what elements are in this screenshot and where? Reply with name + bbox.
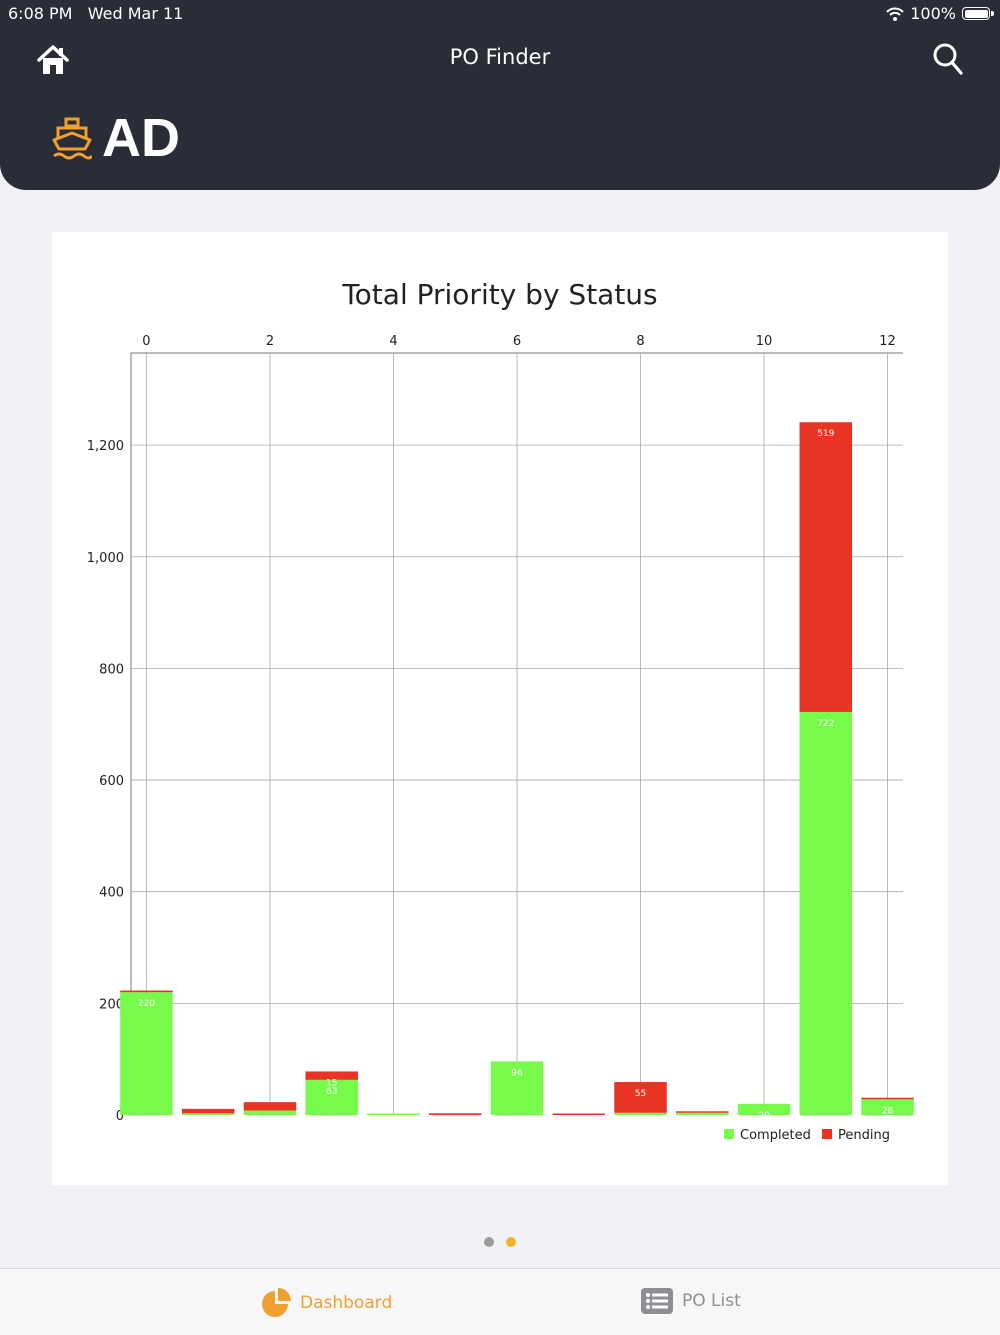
legend-swatch-completed — [724, 1129, 734, 1139]
home-icon[interactable] — [35, 42, 71, 78]
bar-completed-10 — [737, 1103, 791, 1115]
bar-pending-1 — [181, 1108, 235, 1114]
wifi-icon — [886, 7, 904, 21]
tab-bar: Dashboard PO List — [0, 1268, 1000, 1335]
pie-chart-icon — [262, 1288, 291, 1317]
x-tick-label: 0 — [142, 334, 150, 349]
page-title: PO Finder — [449, 45, 551, 69]
bar-pending-8 — [614, 1082, 667, 1113]
y-tick-label: 200 — [99, 997, 124, 1012]
status-time: 6:08 PM — [8, 4, 73, 23]
brand: AD — [52, 108, 180, 168]
legend-swatch-pending — [822, 1129, 832, 1139]
bar-pending-3 — [305, 1071, 358, 1080]
search-icon[interactable] — [932, 42, 964, 76]
bar-completed-11 — [799, 711, 853, 1115]
chart-card: Total Priority by Status 0 2 4 6 8 10 12 0 200 40… — [52, 232, 948, 1185]
x-tick-label: 8 — [636, 334, 644, 349]
page-indicator[interactable] — [0, 1237, 1000, 1247]
bar-completed-8 — [614, 1112, 667, 1115]
data-label: 96 — [511, 1068, 523, 1078]
bar-completed-12 — [861, 1099, 914, 1115]
data-label: 722 — [817, 719, 834, 729]
status-bar-right: 100% — [886, 4, 994, 23]
tab-po-list-label: PO List — [682, 1291, 741, 1311]
bar-pending-5 — [428, 1113, 482, 1115]
data-label: 519 — [817, 429, 834, 439]
chart-title: Total Priority by Status — [341, 278, 657, 311]
brand-label: AD — [102, 108, 180, 168]
data-label: 12 — [264, 1118, 275, 1128]
battery-icon — [962, 7, 994, 20]
tab-dashboard-label: Dashboard — [300, 1293, 393, 1313]
y-tick-label: 1,000 — [87, 551, 124, 566]
status-bar-left: 6:08 PM Wed Mar 11 — [8, 4, 183, 23]
stacked-bar-chart: Total Priority by Status 0 2 4 6 8 10 12 0 200 40… — [87, 278, 914, 1143]
list-icon — [641, 1288, 673, 1314]
data-label: 15 — [326, 1078, 337, 1088]
y-tick-label: 0 — [116, 1109, 124, 1124]
x-tick-label: 6 — [513, 334, 521, 349]
bar-pending-2 — [243, 1102, 297, 1111]
y-tick-label: 400 — [99, 886, 124, 901]
bar-completed-4 — [367, 1113, 420, 1115]
data-label: 55 — [635, 1089, 646, 1099]
status-date: Wed Mar 11 — [87, 4, 184, 23]
tab-dashboard[interactable]: Dashboard — [260, 1287, 392, 1319]
data-label: 28 — [882, 1106, 894, 1116]
ship-icon — [52, 117, 92, 160]
bar-pending-0 — [120, 990, 173, 993]
bar-pending-9 — [676, 1111, 729, 1113]
y-tick-label: 600 — [99, 774, 124, 789]
bar-completed-0 — [120, 992, 173, 1115]
page-dot-1[interactable] — [484, 1237, 494, 1247]
page-dot-2[interactable] — [506, 1237, 516, 1247]
y-tick-label: 800 — [99, 662, 124, 677]
bar-pending-12 — [861, 1097, 914, 1100]
battery-percent: 100% — [910, 4, 956, 23]
x-tick-label: 4 — [389, 334, 397, 349]
legend-label: Pending — [838, 1128, 890, 1143]
bar-completed-2 — [243, 1110, 297, 1115]
x-tick-label: 12 — [879, 334, 896, 349]
bar-pending-11 — [799, 422, 853, 712]
x-tick-label: 10 — [756, 334, 773, 349]
legend-label: Completed — [740, 1128, 811, 1143]
bar-completed-9 — [676, 1112, 729, 1115]
y-tick-label: 1,200 — [87, 439, 124, 454]
data-label: 20 — [758, 1111, 770, 1121]
app-header: 6:08 PM Wed Mar 11 100% PO Finder AD — [0, 0, 1000, 190]
x-tick-label: 2 — [266, 334, 274, 349]
bar-completed-6 — [490, 1061, 544, 1115]
bar-pending-7 — [552, 1113, 606, 1115]
data-label: 63 — [326, 1087, 337, 1097]
bar-completed-3 — [305, 1079, 358, 1115]
bar-completed-1 — [181, 1113, 235, 1115]
data-label: 220 — [138, 999, 155, 1009]
tab-po-list[interactable]: PO List — [640, 1287, 741, 1315]
